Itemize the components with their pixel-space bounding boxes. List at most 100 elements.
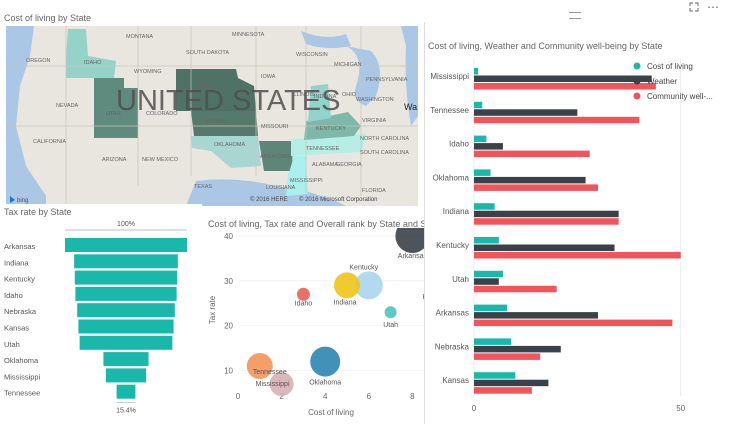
legend-label: Cost of living: [647, 62, 693, 71]
scatter-point-label: Idaho: [295, 300, 313, 307]
bar-weather[interactable]: [474, 244, 615, 252]
focus-mode-icon[interactable]: [689, 2, 699, 15]
bar-weather[interactable]: [474, 143, 503, 150]
bar-cost[interactable]: [474, 270, 503, 278]
bar-cost[interactable]: [474, 169, 491, 176]
scatter-xlabel: Cost of living: [308, 408, 354, 417]
bar-community[interactable]: [474, 218, 619, 225]
kansas-region[interactable]: [191, 111, 258, 136]
utah-region[interactable]: [94, 78, 138, 138]
bar-category-label: Tennessee: [430, 106, 469, 115]
svg-text:UTAH: UTAH: [106, 111, 121, 117]
bar-cost[interactable]: [474, 68, 479, 75]
funnel-bar[interactable]: [77, 303, 175, 318]
funnel-bar[interactable]: [79, 335, 173, 350]
bars-title: Cost of living, Weather and Community we…: [428, 41, 663, 51]
bar-weather[interactable]: [474, 109, 578, 116]
svg-text:MISSISSIPPI: MISSISSIPPI: [290, 178, 323, 184]
bar-weather[interactable]: [474, 176, 586, 184]
bar-cost[interactable]: [474, 304, 508, 312]
region-labels: OREGON IDAHO WYOMING SOUTH DAKOTA NEBRAS…: [26, 32, 409, 194]
svg-text:ILLINOIS: ILLINOIS: [292, 92, 315, 98]
bar-community[interactable]: [474, 285, 557, 293]
scatter-point-label: Utah: [383, 322, 398, 329]
svg-text:INDIANA: INDIANA: [314, 94, 337, 100]
arkansas-region[interactable]: [259, 141, 293, 171]
scatter-point[interactable]: [395, 228, 424, 253]
funnel-label: Indiana: [4, 258, 29, 267]
bar-community[interactable]: [474, 353, 541, 360]
mississippi-region[interactable]: [286, 156, 308, 196]
scatter-point-label: Mississippi: [256, 381, 290, 388]
funnel-bar[interactable]: [78, 319, 174, 334]
bar-community[interactable]: [474, 83, 656, 90]
bars-panel[interactable]: ⋯ Cost of living, Weather and Community …: [424, 0, 730, 424]
bar-community[interactable]: [474, 116, 640, 124]
funnel-chart[interactable]: 100% Arkansas Indiana Kentucky Idaho Nebraska…: [0, 216, 202, 426]
bar-weather[interactable]: [474, 210, 619, 218]
map-panel[interactable]: Cost of living by State UNITED STATES OR…: [0, 0, 418, 208]
funnel-bar[interactable]: [105, 368, 147, 383]
funnel-bar[interactable]: [75, 286, 177, 301]
bar-chart[interactable]: 0 50 Mississippi Tennessee Idaho Oklahoma Indi…: [425, 52, 730, 424]
drag-handle-icon[interactable]: [569, 12, 581, 19]
svg-text:NEVADA: NEVADA: [56, 103, 79, 109]
funnel-bar[interactable]: [74, 270, 178, 285]
scatter-point[interactable]: [246, 353, 273, 380]
more-options-icon[interactable]: ⋯: [707, 0, 719, 14]
svg-text:WISCONSIN: WISCONSIN: [296, 52, 328, 58]
bar-weather[interactable]: [474, 345, 561, 353]
scatter-xtick: 6: [367, 392, 372, 401]
svg-text:OREGON: OREGON: [26, 58, 50, 64]
scatter-point[interactable]: [354, 271, 383, 300]
scatter-panel[interactable]: Cost of living, Tax rate and Overall ran…: [204, 214, 441, 424]
funnel-label: Arkansas: [4, 242, 36, 251]
nebraska-region[interactable]: [176, 69, 256, 111]
indiana-region[interactable]: [308, 84, 331, 122]
svg-text:CALIFORNIA: CALIFORNIA: [33, 139, 66, 145]
scatter-point[interactable]: [384, 306, 397, 319]
scatter-point[interactable]: [334, 272, 360, 299]
svg-text:KENTUCKY: KENTUCKY: [316, 126, 346, 132]
scatter-point[interactable]: [310, 346, 341, 377]
funnel-bar[interactable]: [74, 254, 178, 269]
funnel-panel[interactable]: Tax rate by State 100% Arkansas Indiana Ken…: [0, 204, 202, 424]
bar-weather[interactable]: [474, 75, 652, 83]
bar-community[interactable]: [474, 150, 590, 158]
scatter-ylabel: Tax rate: [208, 295, 217, 324]
bar-community[interactable]: [474, 387, 532, 394]
scatter-point-label: Kansas: [423, 294, 424, 301]
legend-marker: [633, 77, 641, 85]
bar-category-label: Oklahoma: [433, 173, 470, 182]
bar-weather[interactable]: [474, 278, 499, 285]
bar-cost[interactable]: [474, 203, 495, 210]
scatter-point[interactable]: [269, 372, 294, 396]
bar-community[interactable]: [474, 252, 681, 259]
map-canvas[interactable]: UNITED STATES OREGON IDAHO WYOMING SOUTH…: [6, 26, 418, 206]
bar-cost[interactable]: [474, 101, 483, 109]
scatter-point-label: Indiana: [334, 299, 357, 306]
funnel-label: Utah: [4, 340, 20, 349]
bar-category-label: Idaho: [449, 140, 470, 149]
scatter-ytick: 10: [224, 367, 233, 376]
funnel-bar[interactable]: [116, 384, 136, 399]
funnel-bar[interactable]: [65, 238, 187, 252]
bar-cost[interactable]: [474, 237, 499, 244]
scatter-point-label: Oklahoma: [309, 380, 341, 387]
svg-text:NORTH CAROLINA: NORTH CAROLINA: [360, 136, 409, 142]
bar-weather[interactable]: [474, 312, 598, 319]
bar-cost[interactable]: [474, 338, 512, 345]
bar-community[interactable]: [474, 319, 673, 327]
bar-community[interactable]: [474, 184, 598, 191]
svg-text:MINNESOTA: MINNESOTA: [232, 32, 265, 38]
bar-cost[interactable]: [474, 372, 516, 379]
funnel-bar[interactable]: [103, 352, 149, 367]
bar-cost[interactable]: [474, 135, 487, 143]
funnel-label: Kansas: [4, 324, 29, 333]
bar-category-label: Mississippi: [430, 72, 469, 81]
svg-text:MISSOURI: MISSOURI: [261, 124, 289, 130]
bar-weather[interactable]: [474, 379, 549, 387]
scatter-point[interactable]: [296, 287, 310, 301]
oklahoma-region[interactable]: [191, 136, 261, 168]
